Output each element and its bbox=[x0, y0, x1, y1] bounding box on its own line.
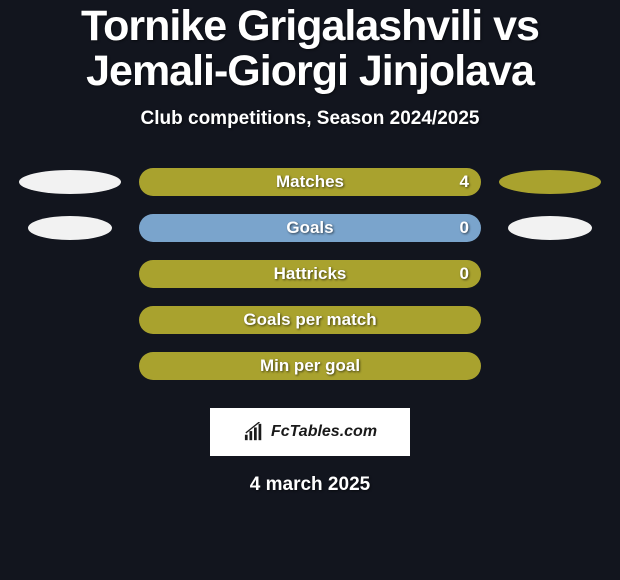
footer-date: 4 march 2025 bbox=[8, 474, 612, 496]
stat-row-goals: Goals 0 bbox=[8, 214, 612, 242]
right-ellipse bbox=[499, 170, 601, 194]
stat-row-matches: Matches 4 bbox=[8, 168, 612, 196]
stat-label: Matches bbox=[139, 172, 481, 192]
stat-bar: Matches 4 bbox=[139, 168, 481, 196]
comparison-card: Tornike Grigalashvili vs Jemali-Giorgi J… bbox=[0, 0, 620, 580]
stat-bar: Min per goal bbox=[139, 352, 481, 380]
stat-label: Goals bbox=[139, 218, 481, 238]
page-title: Tornike Grigalashvili vs Jemali-Giorgi J… bbox=[8, 0, 612, 94]
logo-text: FcTables.com bbox=[271, 423, 377, 441]
stat-value-right: 4 bbox=[460, 172, 469, 192]
stat-bar: Goals 0 bbox=[139, 214, 481, 242]
stat-row-goals-per-match: Goals per match bbox=[8, 306, 612, 334]
stat-value-right: 0 bbox=[460, 218, 469, 238]
stat-row-hattricks: Hattricks 0 bbox=[8, 260, 612, 288]
stat-label: Goals per match bbox=[139, 310, 481, 330]
left-pill-slot bbox=[15, 170, 125, 194]
right-pill-slot bbox=[495, 170, 605, 194]
stat-bar: Hattricks 0 bbox=[139, 260, 481, 288]
stat-bar: Goals per match bbox=[139, 306, 481, 334]
stat-label: Hattricks bbox=[139, 264, 481, 284]
stat-row-min-per-goal: Min per goal bbox=[8, 352, 612, 380]
subtitle: Club competitions, Season 2024/2025 bbox=[8, 108, 612, 130]
stat-label: Min per goal bbox=[139, 356, 481, 376]
right-pill-slot bbox=[495, 216, 605, 240]
left-ellipse bbox=[19, 170, 121, 194]
chart-icon bbox=[243, 422, 265, 442]
left-pill-slot bbox=[15, 216, 125, 240]
left-ellipse bbox=[28, 216, 112, 240]
right-ellipse bbox=[508, 216, 592, 240]
logo-box: FcTables.com bbox=[210, 408, 410, 456]
stats-list: Matches 4 Goals 0 Hattricks 0 bbox=[8, 168, 612, 380]
stat-value-right: 0 bbox=[460, 264, 469, 284]
